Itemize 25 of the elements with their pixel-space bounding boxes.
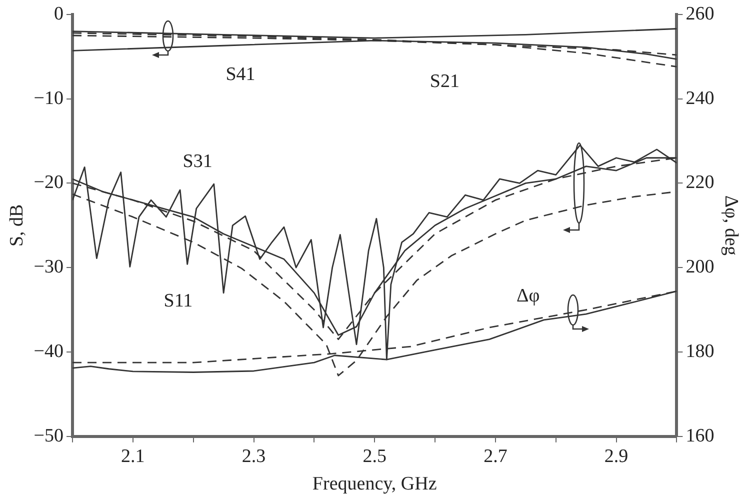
y2-tick-label: 220 bbox=[686, 172, 714, 194]
x-tick-label: 2.3 bbox=[242, 446, 266, 467]
y-axis-title: S, dB bbox=[6, 204, 28, 247]
y-tick-label: −50 bbox=[34, 425, 64, 446]
annotation: S21 bbox=[430, 70, 460, 92]
y2-axis-title: Δφ, deg bbox=[720, 195, 742, 256]
y-tick-label: −10 bbox=[34, 88, 64, 109]
annotation: S41 bbox=[226, 64, 256, 86]
y2-tick-label: 240 bbox=[686, 88, 714, 109]
y-tick-label: 0 bbox=[54, 3, 64, 24]
annotation: S11 bbox=[164, 290, 193, 312]
y2-tick-label: 180 bbox=[686, 340, 714, 362]
y-tick-label: −40 bbox=[34, 340, 64, 362]
x-tick-label: 2.5 bbox=[362, 446, 386, 467]
y2-tick-label: 260 bbox=[686, 3, 714, 24]
annotation: S31 bbox=[182, 151, 212, 172]
y-tick-label: −20 bbox=[34, 172, 64, 194]
x-tick-label: 2.7 bbox=[484, 446, 508, 467]
x-axis-title: Frequency, GHz bbox=[312, 474, 437, 495]
x-tick-label: 2.9 bbox=[604, 446, 628, 467]
y2-tick-label: 160 bbox=[686, 425, 714, 446]
y2-tick-label: 200 bbox=[686, 256, 714, 278]
annotation: Δφ bbox=[516, 285, 540, 306]
x-tick-label: 2.1 bbox=[121, 446, 145, 467]
y-tick-label: −30 bbox=[34, 256, 64, 278]
